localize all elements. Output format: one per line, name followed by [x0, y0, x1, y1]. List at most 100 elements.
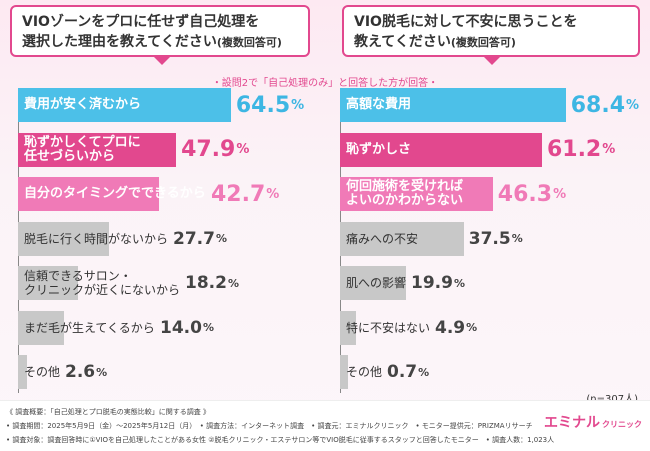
- bar-row: 自分のタイミングでできるから 42.7%: [18, 177, 323, 211]
- bar-value-label: 14.0%: [160, 311, 214, 345]
- bar-value-unit: %: [626, 97, 640, 113]
- bar-value-number: 14.0: [160, 317, 202, 338]
- bar-value-number: 19.9: [411, 273, 453, 293]
- bar-value-number: 42.7: [211, 181, 266, 207]
- bar: [18, 88, 231, 122]
- bar-value-number: 46.3: [497, 181, 553, 207]
- chart-left: 費用が安く済むから 64.5% 恥ずかしくてプロに 任せづらいから 47.9% 自分のタ…: [18, 88, 323, 393]
- bar: [340, 88, 566, 122]
- bar-value-unit: %: [291, 97, 305, 113]
- bar-value-number: 27.7: [173, 228, 215, 249]
- bar-row: 何回施術を受ければ よいのかわからない 46.3%: [340, 177, 645, 211]
- question-right-arrow: [483, 56, 501, 65]
- chart-right: 高額な費用 68.4% 恥ずかしさ 61.2% 何回施術を受ければ よいのかわからない 4…: [340, 88, 645, 393]
- bar-row: 信頼できるサロン・ クリニックが近くにないから 18.2%: [18, 266, 323, 300]
- bar-value-number: 64.5: [235, 92, 291, 118]
- bar-label: 特に不安はない: [346, 320, 431, 335]
- bar-value-unit: %: [511, 232, 523, 245]
- question-left-suffix: (複数回答可): [216, 36, 282, 49]
- bar-row: その他 0.7%: [340, 355, 645, 389]
- bar-value-number: 18.2: [185, 273, 227, 293]
- bar: [340, 310, 357, 345]
- question-box-right: VIO脱毛に対して不安に思うことを 教えてください(複数回答可): [342, 5, 640, 57]
- bar-value-number: 2.6: [65, 362, 96, 382]
- bar-value-unit: %: [266, 186, 280, 202]
- bar-value-unit: %: [453, 276, 465, 290]
- bar: [18, 177, 159, 211]
- bar-value-label: 0.7%: [387, 355, 429, 389]
- bar-value-unit: %: [466, 321, 478, 334]
- bar-value-unit: %: [602, 142, 616, 157]
- bar-label: その他: [24, 365, 61, 379]
- logo-main: エミナル: [544, 415, 600, 431]
- question-box-left: VIOゾーンをプロに任せず自己処理を 選択した理由を教えてください(複数回答可): [10, 5, 310, 57]
- bar-value-unit: %: [215, 232, 227, 245]
- footer-line-1: 《 調査概要：「自己処理とプロ脱毛の実態比較」に関する調査 》: [6, 408, 210, 416]
- bar-value-unit: %: [96, 365, 108, 379]
- sample-size-label: (n=307人): [586, 390, 638, 405]
- bar-value-label: 47.9%: [181, 133, 249, 167]
- bar-value-label: 18.2%: [185, 266, 239, 300]
- bar-value-label: 64.5%: [236, 88, 304, 122]
- bar-value-label: 2.6%: [65, 355, 107, 389]
- question-right-line2: 教えてください: [354, 34, 451, 50]
- bar: [18, 310, 65, 345]
- bar-row: 肌への影響 19.9%: [340, 266, 645, 300]
- bar-value-number: 4.9: [435, 317, 466, 338]
- bar-label: 痛みへの不安: [346, 231, 419, 246]
- bar: [18, 132, 177, 167]
- bar: [18, 221, 110, 256]
- bar-label: 恥ずかしさ: [346, 141, 412, 157]
- bar: [18, 266, 79, 300]
- bar-row: 費用が安く済むから 64.5%: [18, 88, 323, 122]
- footer-line-2: • 調査期間：2025年5月9日（金）〜2025年5月12日（月） • 調査方法…: [6, 422, 533, 430]
- bar-value-label: 37.5%: [469, 222, 523, 256]
- bar-label: 恥ずかしくてプロに 任せづらいから: [24, 134, 141, 164]
- bar-row: 恥ずかしくてプロに 任せづらいから 47.9%: [18, 132, 323, 167]
- question-left-line2: 選択した理由を教えてください: [22, 34, 217, 50]
- question-left-line2-wrap: 選択した理由を教えてください(複数回答可): [22, 32, 298, 53]
- bar-row: 高額な費用 68.4%: [340, 88, 645, 122]
- bar-label: 高額な費用: [346, 97, 412, 112]
- bar: [18, 355, 27, 389]
- bar-value-label: 68.4%: [571, 88, 639, 122]
- bar-value-unit: %: [418, 365, 430, 379]
- bar-value-label: 4.9%: [435, 311, 477, 345]
- bar-value-label: 61.2%: [547, 133, 615, 167]
- bar-label: 信頼できるサロン・ クリニックが近くにないから: [24, 269, 181, 297]
- bar-label: 脱毛に行く時間がないから: [24, 231, 169, 246]
- bar: [340, 266, 406, 300]
- bar-value-label: 46.3%: [498, 177, 566, 211]
- bar-value-number: 61.2: [546, 137, 602, 162]
- question-left-line1: VIOゾーンをプロに任せず自己処理を: [22, 14, 260, 30]
- bar-row: 恥ずかしさ 61.2%: [340, 132, 645, 167]
- chart-subtitle: ・設問2で「自己処理のみ」と回答した方が回答・: [211, 78, 439, 89]
- bar-row: 特に不安はない 4.9%: [340, 310, 645, 345]
- bar-value-number: 68.4: [570, 92, 625, 118]
- logo: エミナル クリニック: [544, 412, 642, 432]
- bar-value-number: 0.7: [387, 362, 418, 382]
- bar-value-unit: %: [236, 142, 250, 157]
- footer: 《 調査概要：「自己処理とプロ脱毛の実態比較」に関する調査 》 • 調査期間：2…: [0, 400, 650, 451]
- bar-row: 脱毛に行く時間がないから 27.7%: [18, 221, 323, 256]
- bar-value-label: 19.9%: [411, 266, 465, 300]
- bar-value-number: 47.9: [181, 137, 236, 162]
- bar: [340, 177, 493, 211]
- bar-label: 費用が安く済むから: [24, 97, 142, 112]
- bar-value-unit: %: [202, 321, 214, 334]
- bar: [340, 221, 464, 256]
- bar: [340, 355, 348, 389]
- question-left-arrow: [153, 56, 171, 65]
- question-right-line2-wrap: 教えてください(複数回答可): [354, 32, 628, 53]
- bar-value-number: 37.5: [468, 228, 511, 249]
- footer-line-3: • 調査対象：調査回答時に①VIOを自己処理したことがある女性 ②脱毛クリニック…: [6, 436, 555, 444]
- bar-value-unit: %: [553, 186, 567, 202]
- bar-value-label: 42.7%: [211, 177, 279, 211]
- bar-label: 何回施術を受ければ よいのかわからない: [346, 179, 464, 208]
- question-right-line1: VIO脱毛に対して不安に思うことを: [354, 14, 578, 30]
- question-right-suffix: (複数回答可): [450, 36, 516, 49]
- bar-row: その他 2.6%: [18, 355, 323, 389]
- bar: [340, 132, 542, 167]
- bar-label: まだ毛が生えてくるから: [24, 320, 155, 335]
- logo-sub: クリニック: [602, 420, 642, 429]
